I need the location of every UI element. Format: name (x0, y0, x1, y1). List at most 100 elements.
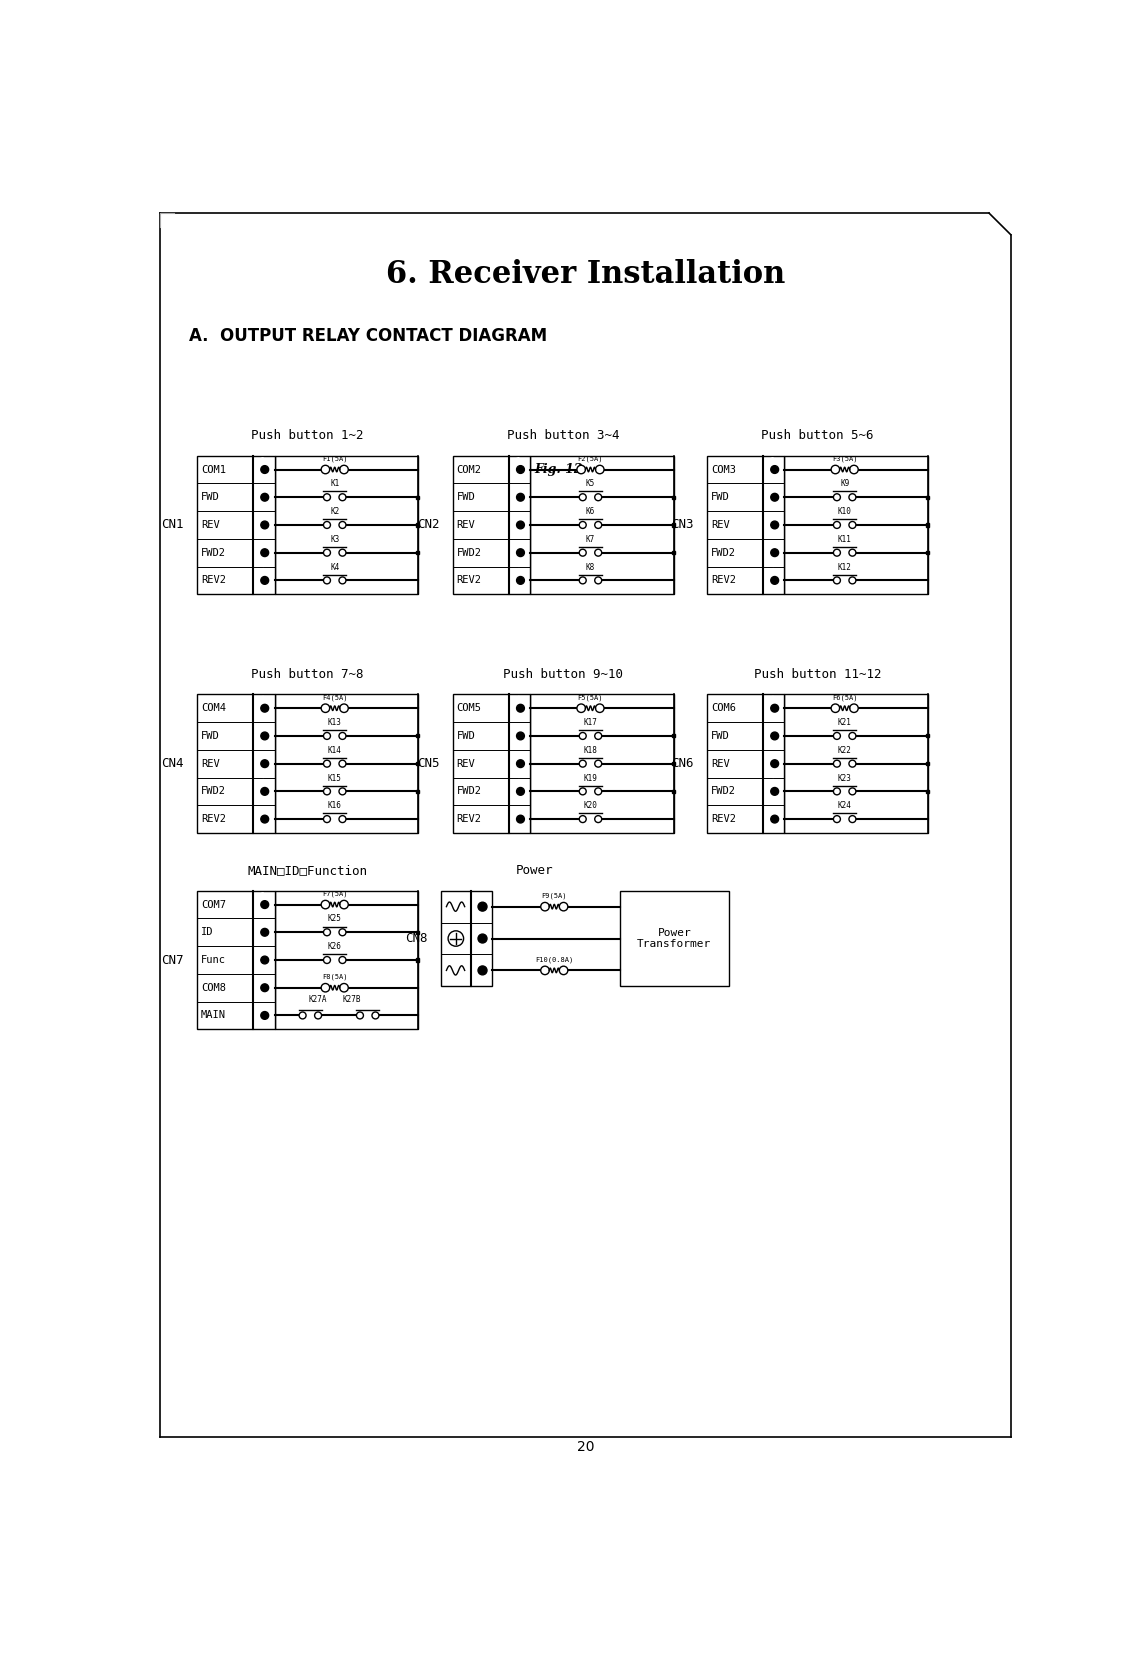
Circle shape (516, 733, 524, 739)
Circle shape (339, 930, 346, 936)
Text: COM2: COM2 (457, 465, 482, 475)
Text: FWD2: FWD2 (201, 547, 226, 557)
Circle shape (260, 466, 268, 473)
Circle shape (540, 903, 549, 911)
Bar (926, 734, 930, 738)
Bar (274, 892, 418, 1029)
Circle shape (516, 521, 524, 529)
Text: REV2: REV2 (457, 814, 482, 824)
Circle shape (850, 465, 859, 473)
Circle shape (834, 761, 841, 767)
Circle shape (834, 815, 841, 822)
Circle shape (834, 495, 841, 501)
Circle shape (595, 787, 602, 796)
Bar (926, 762, 930, 766)
Text: K7: K7 (586, 534, 595, 544)
Circle shape (560, 966, 568, 974)
Bar (673, 523, 675, 526)
Circle shape (356, 1012, 363, 1019)
Circle shape (771, 466, 779, 473)
Text: REV2: REV2 (457, 576, 482, 586)
Circle shape (516, 577, 524, 584)
Circle shape (850, 705, 859, 713)
Text: K22: K22 (838, 746, 852, 754)
Bar (673, 734, 675, 738)
Text: FWD: FWD (201, 731, 219, 741)
Circle shape (516, 787, 524, 796)
Text: K15: K15 (328, 774, 341, 782)
Circle shape (849, 761, 855, 767)
Circle shape (771, 815, 779, 824)
Text: K20: K20 (584, 801, 597, 810)
Circle shape (339, 495, 346, 501)
Circle shape (595, 577, 602, 584)
Bar (926, 791, 930, 792)
Circle shape (260, 759, 268, 767)
Circle shape (516, 759, 524, 767)
Circle shape (260, 984, 268, 992)
Text: FWD: FWD (710, 731, 730, 741)
Circle shape (771, 521, 779, 529)
Bar (926, 551, 930, 554)
Circle shape (579, 549, 586, 556)
Bar (673, 762, 675, 766)
Circle shape (560, 903, 568, 911)
Circle shape (577, 465, 586, 473)
Text: CN5: CN5 (417, 758, 440, 771)
Circle shape (372, 1012, 379, 1019)
Circle shape (321, 984, 330, 992)
Circle shape (260, 521, 268, 529)
Bar (417, 496, 419, 500)
Text: Power
Transformer: Power Transformer (637, 928, 711, 949)
Text: K11: K11 (838, 534, 852, 544)
Circle shape (323, 815, 330, 822)
Text: FWD2: FWD2 (457, 786, 482, 796)
Circle shape (339, 787, 346, 796)
Text: REV: REV (201, 759, 219, 769)
Text: K2: K2 (330, 508, 339, 516)
Bar (452, 455, 530, 594)
Circle shape (478, 935, 486, 943)
Bar (926, 496, 930, 500)
Circle shape (323, 956, 330, 964)
Bar (198, 695, 274, 834)
Bar (785, 695, 927, 834)
Circle shape (579, 577, 586, 584)
Text: REV: REV (457, 519, 475, 529)
Circle shape (771, 577, 779, 584)
Text: F4(5A): F4(5A) (322, 695, 347, 701)
Text: CN3: CN3 (670, 518, 693, 531)
Text: F9(5A): F9(5A) (541, 893, 568, 900)
Text: MAIN□ID□Function: MAIN□ID□Function (248, 863, 368, 877)
Circle shape (595, 495, 602, 501)
Circle shape (595, 549, 602, 556)
Text: Func: Func (201, 954, 226, 964)
Text: COM8: COM8 (201, 982, 226, 992)
Text: REV2: REV2 (710, 576, 735, 586)
Text: CN7: CN7 (161, 953, 184, 966)
Bar (274, 695, 418, 834)
Circle shape (595, 521, 602, 528)
Text: F3(5A): F3(5A) (831, 457, 858, 461)
Text: K8: K8 (586, 562, 595, 572)
Text: F2(5A): F2(5A) (578, 457, 603, 461)
Bar (417, 551, 419, 554)
Bar (417, 791, 419, 792)
Circle shape (321, 705, 330, 713)
Circle shape (478, 966, 486, 974)
Text: 20: 20 (577, 1441, 594, 1454)
Text: FWD2: FWD2 (710, 786, 735, 796)
Text: K18: K18 (584, 746, 597, 754)
Circle shape (260, 1012, 268, 1019)
Text: Push button 1~2: Push button 1~2 (251, 428, 363, 442)
Circle shape (771, 493, 779, 501)
Circle shape (323, 930, 330, 936)
Text: Push button 5~6: Push button 5~6 (761, 428, 874, 442)
Text: FWD: FWD (201, 493, 219, 503)
Text: Fig. 12: Fig. 12 (534, 463, 582, 476)
Circle shape (831, 705, 839, 713)
Circle shape (579, 521, 586, 528)
Circle shape (340, 984, 348, 992)
Text: REV: REV (710, 759, 730, 769)
Text: K19: K19 (584, 774, 597, 782)
